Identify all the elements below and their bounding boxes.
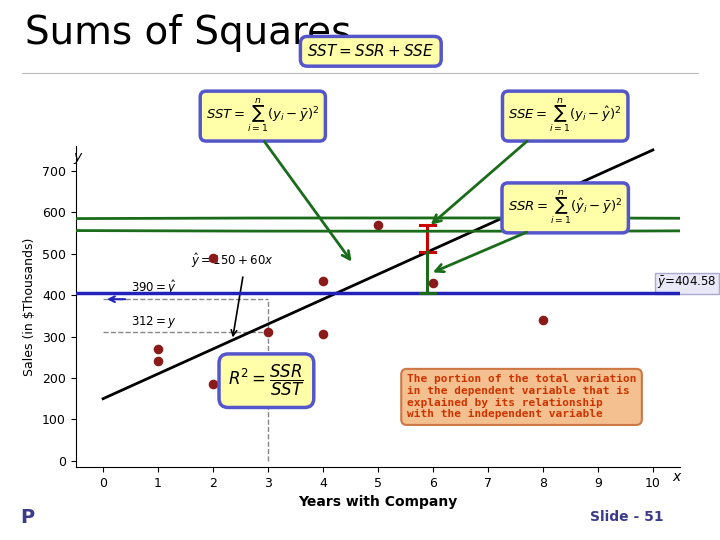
Point <box>592 187 603 195</box>
Text: $SSR = \sum_{i=1}^{n}(\hat{y}_i - \bar{y})^2$: $SSR = \sum_{i=1}^{n}(\hat{y}_i - \bar{y… <box>508 189 623 227</box>
Point <box>207 380 219 388</box>
Text: $SST = \sum_{i=1}^{n}(y_i - \bar{y})^2$: $SST = \sum_{i=1}^{n}(y_i - \bar{y})^2$ <box>206 97 320 135</box>
Point <box>262 328 274 336</box>
Point <box>537 315 549 324</box>
Text: $SSE = \sum_{i=1}^{n}(y_i - \hat{y})^2$: $SSE = \sum_{i=1}^{n}(y_i - \hat{y})^2$ <box>508 97 622 135</box>
Point <box>153 357 164 366</box>
Text: Copyright © 2018 Pearson Education, Ltd.: Copyright © 2018 Pearson Education, Ltd. <box>250 512 470 522</box>
Circle shape <box>0 502 258 532</box>
Text: $y$: $y$ <box>73 151 84 166</box>
Text: ALWAYS LEARNING: ALWAYS LEARNING <box>184 512 293 522</box>
Text: Pearson: Pearson <box>68 510 132 524</box>
Point <box>207 253 219 262</box>
Y-axis label: Sales (in $Thousands): Sales (in $Thousands) <box>23 237 36 376</box>
Point <box>153 345 164 353</box>
Text: $\bar{y}$=404.58: $\bar{y}$=404.58 <box>657 275 716 292</box>
Text: The portion of the total variation
in the dependent variable that is
explained b: The portion of the total variation in th… <box>407 374 636 420</box>
Text: $312 = y$: $312 = y$ <box>130 314 176 330</box>
Text: $390 = \hat{y}$: $390 = \hat{y}$ <box>130 278 176 297</box>
Text: $\hat{y} = 150 + 60x$: $\hat{y} = 150 + 60x$ <box>191 251 274 270</box>
Text: $SST = SSR + SSE$: $SST = SSR + SSE$ <box>307 43 434 59</box>
Point <box>372 220 384 229</box>
Text: $x$: $x$ <box>672 470 683 484</box>
Text: P: P <box>20 508 35 526</box>
Text: Sums of Squares: Sums of Squares <box>25 14 351 51</box>
Text: Slide - 51: Slide - 51 <box>590 510 663 524</box>
X-axis label: Years with Company: Years with Company <box>298 495 458 509</box>
Text: $R^2 = \dfrac{SSR}{SST}$: $R^2 = \dfrac{SSR}{SST}$ <box>228 363 305 399</box>
Point <box>427 278 438 287</box>
Point <box>318 276 329 285</box>
Point <box>318 330 329 339</box>
